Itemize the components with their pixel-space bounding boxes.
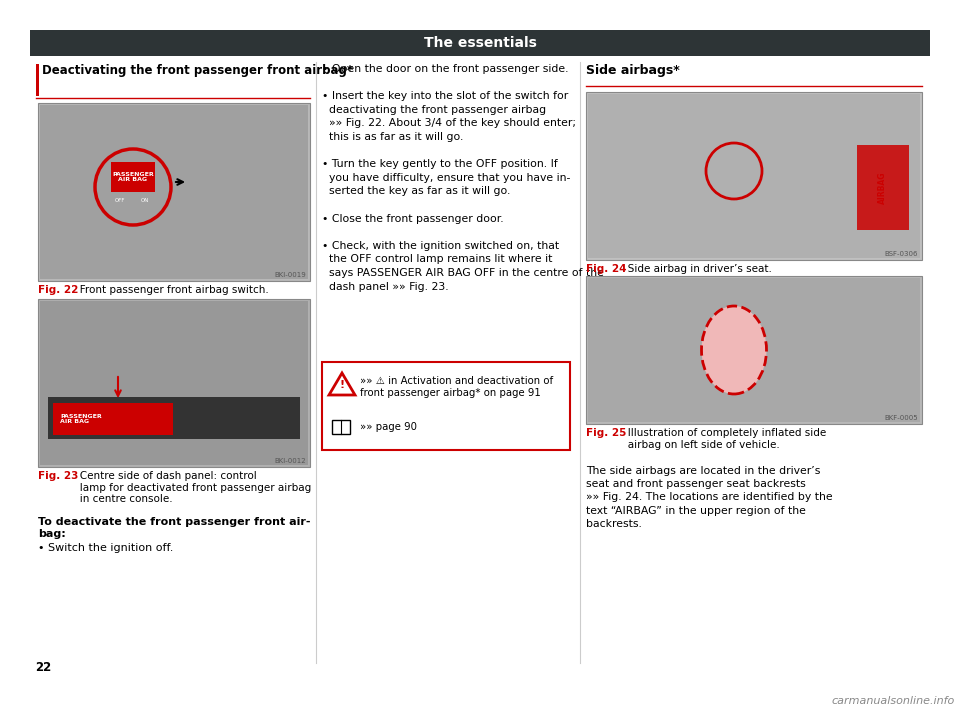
Text: AIRBAG: AIRBAG [877,172,886,204]
Bar [111,162,155,192]
Bar [0,30,30,678]
Bar [586,276,922,424]
Text: PASSENGER
AIR BAG: PASSENGER AIR BAG [60,413,102,424]
Text: !: ! [340,380,345,390]
Text: Fig. 24: Fig. 24 [586,264,627,274]
Text: • Open the door on the front passenger side.

• Insert the key into the slot of : • Open the door on the front passenger s… [322,64,604,292]
Bar [332,420,350,434]
Bar [0,678,960,708]
Bar [586,92,922,260]
Text: BKI-0012: BKI-0012 [275,458,306,464]
Text: To deactivate the front passenger front air-
bag:: To deactivate the front passenger front … [38,517,310,539]
Bar [38,103,310,281]
Text: Fig. 23: Fig. 23 [38,471,79,481]
Bar [0,678,960,708]
Text: carmanualsonline.info: carmanualsonline.info [831,696,955,706]
Bar [857,145,909,230]
Bar [40,105,308,279]
Text: The essentials: The essentials [423,36,537,50]
Text: ON: ON [141,198,149,203]
Bar [322,362,570,450]
Bar [588,94,920,258]
Text: BKI-0019: BKI-0019 [275,272,306,278]
Bar [30,30,930,56]
Text: PASSENGER
AIR BAG: PASSENGER AIR BAG [112,171,154,183]
Text: • Switch the ignition off.: • Switch the ignition off. [38,543,174,553]
Bar [36,64,39,96]
Text: Side airbags*: Side airbags* [586,64,680,77]
Bar [930,30,960,678]
Bar [53,403,173,435]
Text: Front passenger front airbag switch.: Front passenger front airbag switch. [70,285,269,295]
Text: Fig. 22: Fig. 22 [38,285,79,295]
Text: 22: 22 [35,661,51,674]
Bar [0,30,30,678]
Text: Deactivating the front passenger front airbag*: Deactivating the front passenger front a… [42,64,353,77]
Bar [0,0,960,30]
Bar [0,0,960,30]
Text: »» page 90: »» page 90 [360,422,417,432]
Text: The side airbags are located in the driver’s
seat and front passenger seat backr: The side airbags are located in the driv… [586,466,832,529]
Text: Fig. 25: Fig. 25 [586,428,626,438]
Bar [38,299,310,467]
Bar [40,301,308,465]
Bar [48,397,300,439]
Bar [588,278,920,422]
Text: Illustration of completely inflated side
   airbag on left side of vehicle.: Illustration of completely inflated side… [618,428,827,450]
Ellipse shape [702,306,766,394]
Text: Centre side of dash panel: control
   lamp for deactivated front passenger airba: Centre side of dash panel: control lamp … [70,471,311,504]
Text: BSF-0306: BSF-0306 [884,251,918,257]
Text: Side airbag in driver’s seat.: Side airbag in driver’s seat. [618,264,772,274]
Text: OFF: OFF [115,198,125,203]
Text: »» ⚠ in Activation and deactivation of
front passenger airbag* on page 91: »» ⚠ in Activation and deactivation of f… [360,376,553,398]
Bar [930,30,960,678]
Text: BKF-0005: BKF-0005 [884,415,918,421]
